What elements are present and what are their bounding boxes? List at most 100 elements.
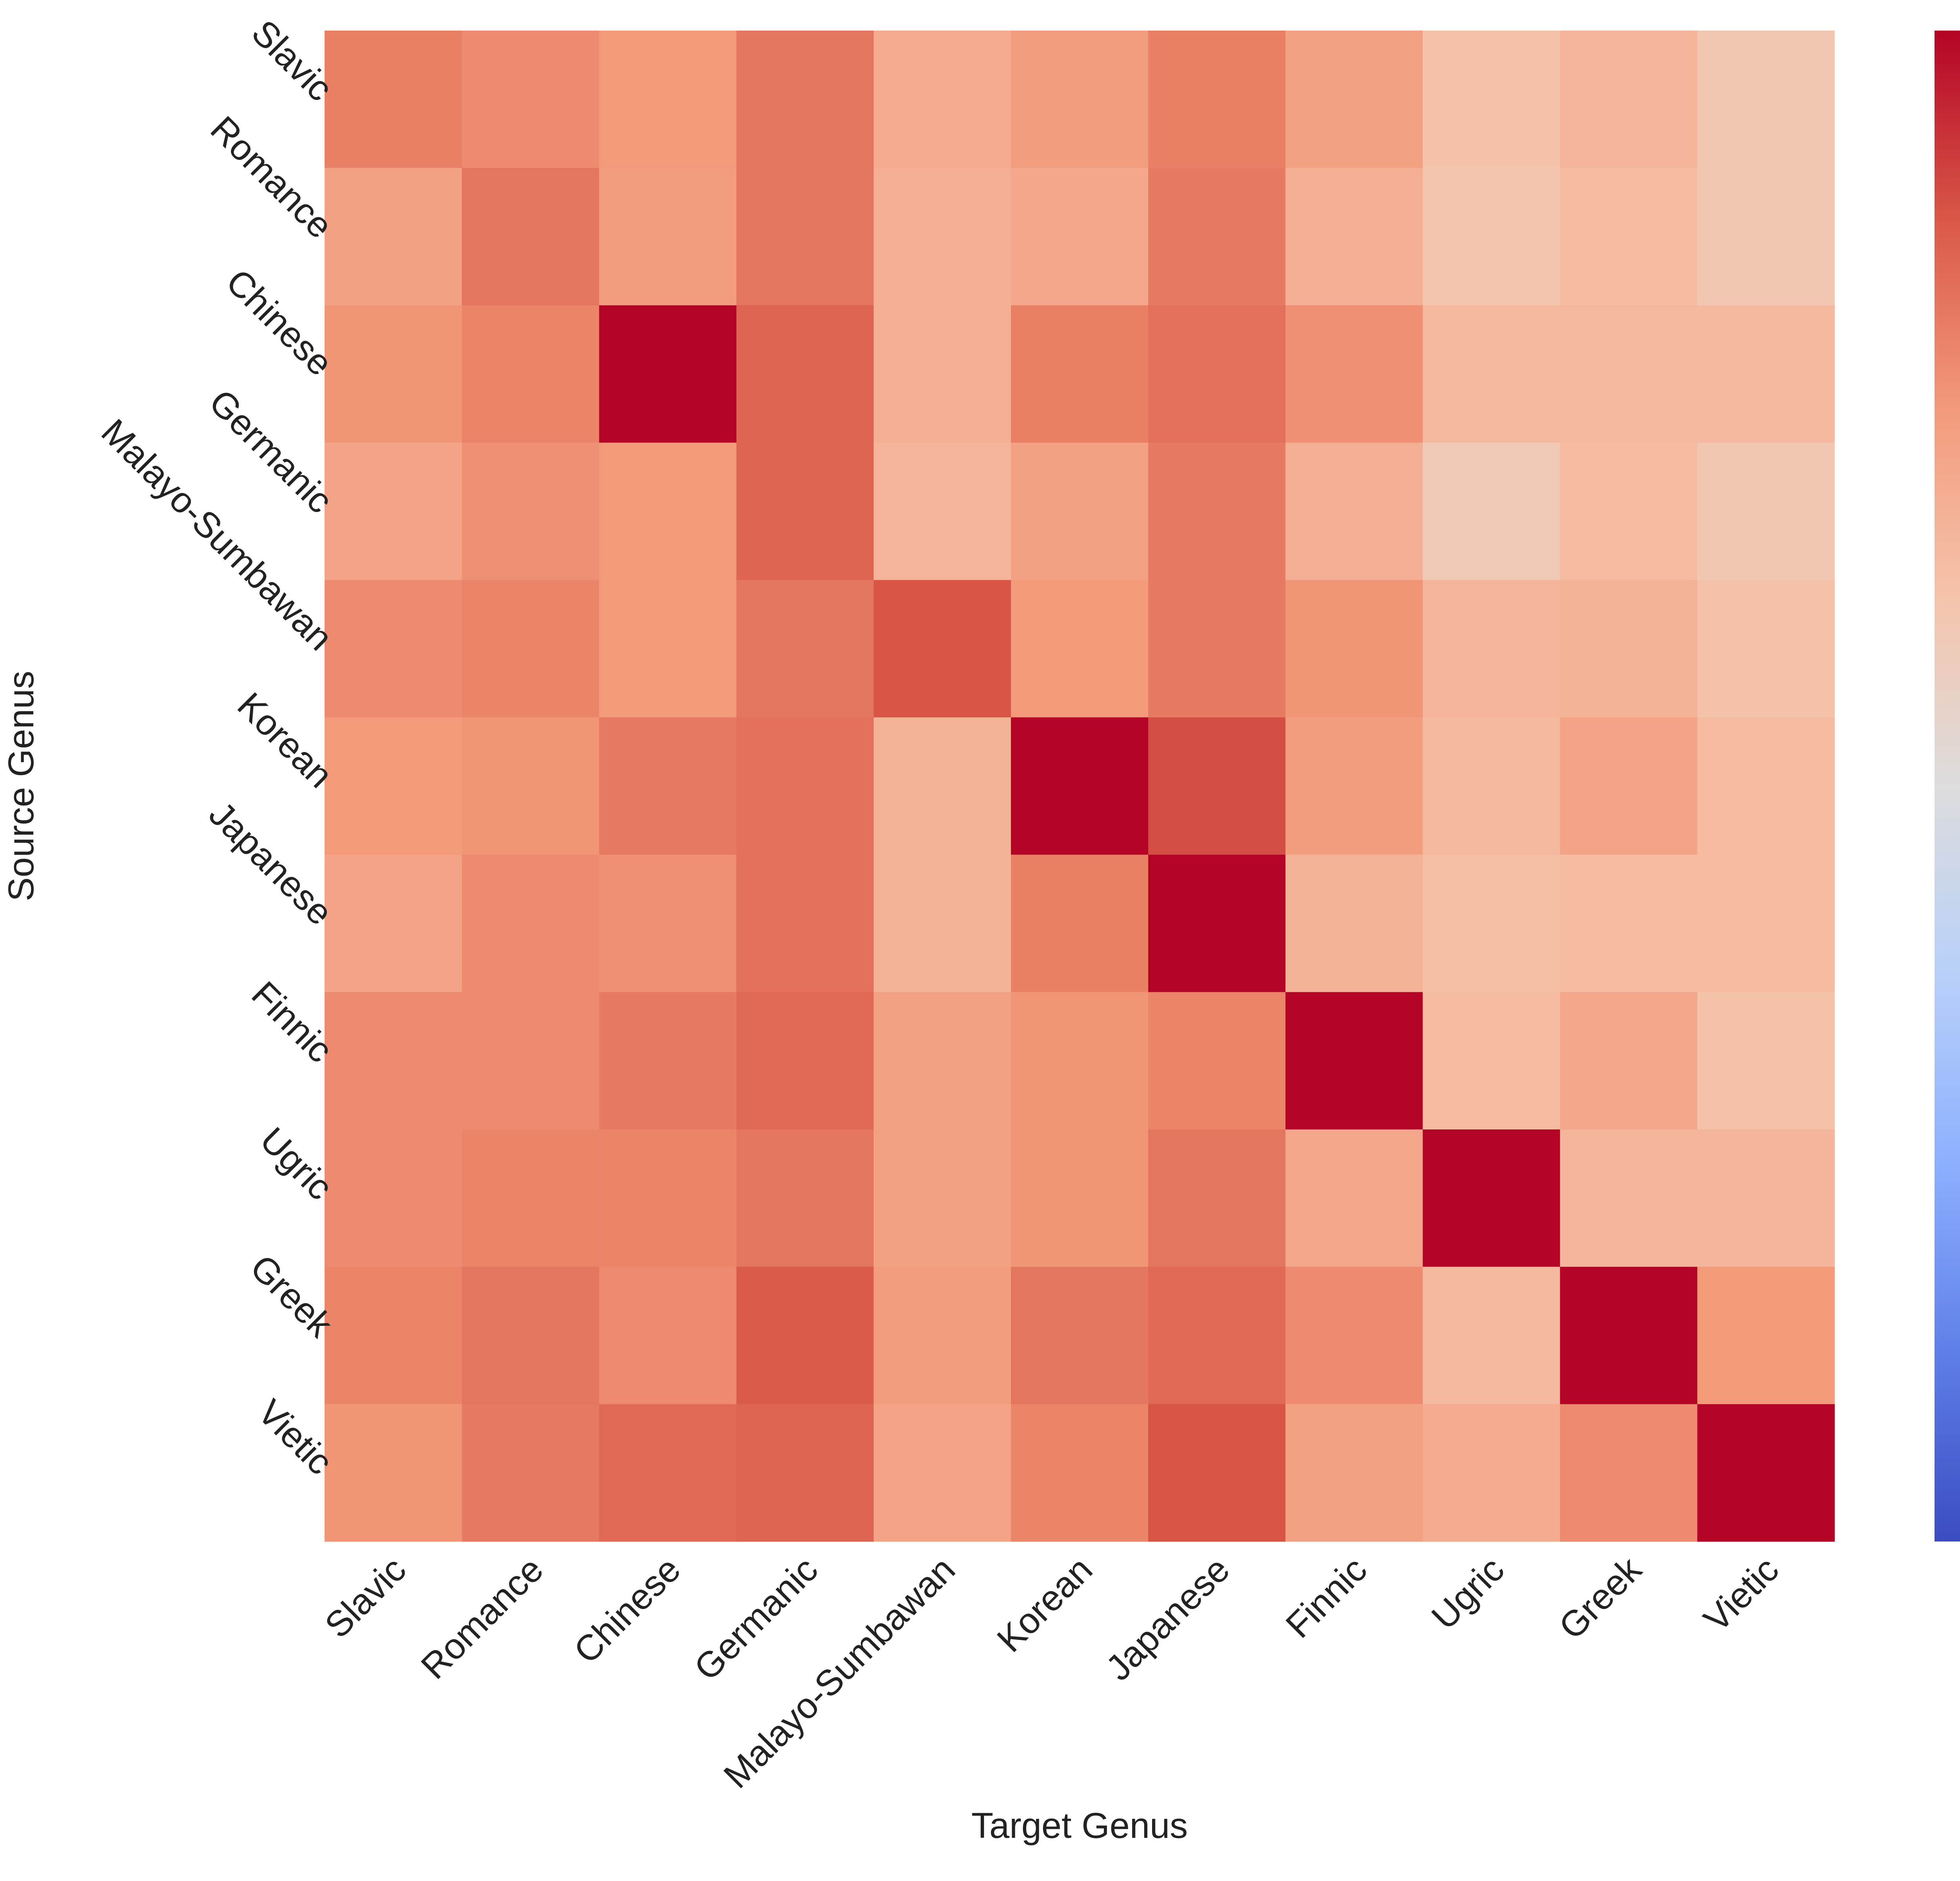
heatmap-cell-Greek-Korean	[1011, 1267, 1149, 1405]
heatmap-cell-Japanese-Vietic	[1697, 855, 1835, 993]
heatmap-cell-Vietic-Finnic	[1285, 1404, 1423, 1542]
x-tick-label: Vietic	[1696, 1549, 1786, 1640]
heatmap-cell-Vietic-Ugric	[1423, 1404, 1561, 1542]
heatmap-cell-Romance-Vietic	[1697, 168, 1835, 306]
heatmap-cell-Japanese-Japanese	[1148, 855, 1286, 993]
heatmap-cell-Germanic-Vietic	[1697, 443, 1835, 581]
heatmap-cell-Chinese-Finnic	[1285, 305, 1423, 443]
heatmap-cell-Korean-Slavic	[325, 717, 462, 855]
y-tick-labels: SlavicRomanceChineseGermanicMalayo-Sumba…	[94, 13, 341, 1482]
heatmap-cell-Germanic-Germanic	[736, 443, 874, 581]
y-tick-label: Malayo-Sumbawan	[94, 412, 340, 658]
x-axis-title: Target Genus	[971, 1806, 1188, 1846]
heatmap-cell-Greek-Greek	[1560, 1267, 1698, 1405]
heatmap-cell-Germanic-Japanese	[1148, 443, 1286, 581]
heatmap-cell-Korean-Romance	[462, 717, 599, 855]
heatmap-cell-Slavic-Ugric	[1423, 31, 1561, 168]
heatmap-cell-Finnic-Vietic	[1697, 992, 1835, 1130]
heatmap-cell-Korean-Germanic	[736, 717, 874, 855]
heatmap-cell-Greek-Chinese	[599, 1267, 737, 1405]
heatmap-cell-Finnic-Japanese	[1148, 992, 1286, 1130]
heatmap-cell-Slavic-Finnic	[1285, 31, 1423, 168]
heatmap-cell-Greek-Vietic	[1697, 1267, 1835, 1405]
heatmap-cell-Korean-Korean	[1011, 717, 1149, 855]
heatmap-cell-Finnic-Romance	[462, 992, 599, 1130]
heatmap-cell-Malayo-Sumbawan-Vietic	[1697, 580, 1835, 718]
heatmap-cell-Vietic-Romance	[462, 1404, 599, 1542]
heatmap-cell-Japanese-Chinese	[599, 855, 737, 993]
heatmap-cell-Chinese-Romance	[462, 305, 599, 443]
colorbar-scale	[1935, 31, 1960, 1541]
heatmap-cell-Japanese-Finnic	[1285, 855, 1423, 993]
heatmap-cell-Romance-Finnic	[1285, 168, 1423, 306]
heatmap-cell-Malayo-Sumbawan-Ugric	[1423, 580, 1561, 718]
heatmap-cell-Ugric-Ugric	[1423, 1129, 1561, 1267]
heatmap-cell-Slavic-Germanic	[736, 31, 874, 168]
heatmap-cell-Ugric-Japanese	[1148, 1129, 1286, 1267]
heatmap-cell-Malayo-Sumbawan-Slavic	[325, 580, 462, 718]
heatmap-cell-Greek-Japanese	[1148, 1267, 1286, 1405]
heatmap-cell-Germanic-Malayo-Sumbawan	[873, 443, 1011, 581]
y-axis-title: Source Genus	[1, 671, 41, 901]
heatmap-cell-Finnic-Slavic	[325, 992, 462, 1130]
heatmap-cell-Malayo-Sumbawan-Finnic	[1285, 580, 1423, 718]
heatmap-cell-Ugric-Germanic	[736, 1129, 874, 1267]
heatmap-cell-Germanic-Korean	[1011, 443, 1149, 581]
heatmap-cell-Finnic-Korean	[1011, 992, 1149, 1130]
heatmap-cell-Malayo-Sumbawan-Chinese	[599, 580, 737, 718]
heatmap-cell-Malayo-Sumbawan-Romance	[462, 580, 599, 718]
heatmap-cell-Vietic-Chinese	[599, 1404, 737, 1542]
heatmap-cell-Korean-Greek	[1560, 717, 1698, 855]
heatmap-cell-Malayo-Sumbawan-Greek	[1560, 580, 1698, 718]
heatmap-cell-Romance-Korean	[1011, 168, 1149, 306]
heatmap-cell-Korean-Chinese	[599, 717, 737, 855]
heatmap-cells	[325, 31, 1835, 1542]
heatmap-cell-Korean-Japanese	[1148, 717, 1286, 855]
heatmap-cell-Slavic-Korean	[1011, 31, 1149, 168]
colorbar: 0.00.20.40.60.81.0	[1935, 31, 1960, 1541]
x-tick-labels: Slavic Romance ChineseGermanicMalayo-Sumba…	[318, 1549, 1786, 1796]
heatmap-cell-Greek-Slavic	[325, 1267, 462, 1405]
y-tick-label: Korean	[230, 685, 340, 795]
heatmap-cell-Greek-Romance	[462, 1267, 599, 1405]
heatmap-cell-Finnic-Ugric	[1423, 992, 1561, 1130]
heatmap-cell-Greek-Germanic	[736, 1267, 874, 1405]
heatmap-cell-Ugric-Vietic	[1697, 1129, 1835, 1267]
heatmap-cell-Japanese-Romance	[462, 855, 599, 993]
x-tick-label: Romance	[414, 1549, 551, 1687]
heatmap-cell-Chinese-Malayo-Sumbawan	[873, 305, 1011, 443]
heatmap-cell-Korean-Ugric	[1423, 717, 1561, 855]
heatmap-cell-Korean-Vietic	[1697, 717, 1835, 855]
x-tick-label: Korean	[989, 1549, 1100, 1660]
heatmap-cell-Ugric-Finnic	[1285, 1129, 1423, 1267]
heatmap-cell-Romance-Germanic	[736, 168, 874, 306]
heatmap-cell-Finnic-Germanic	[736, 992, 874, 1130]
heatmap-cell-Slavic-Malayo-Sumbawan	[873, 31, 1011, 168]
heatmap-cell-Chinese-Chinese	[599, 305, 737, 443]
heatmap-cell-Japanese-Ugric	[1423, 855, 1561, 993]
x-tick-label: Greek	[1552, 1549, 1650, 1647]
heatmap-cell-Slavic-Chinese	[599, 31, 737, 168]
heatmap-cell-Vietic-Greek	[1560, 1404, 1698, 1542]
x-tick-label: Slavic	[318, 1549, 414, 1646]
x-tick-label: Malayo-Sumbawan	[716, 1549, 963, 1796]
heatmap-cell-Chinese-Ugric	[1423, 305, 1561, 443]
heatmap-cell-Greek-Finnic	[1285, 1267, 1423, 1405]
heatmap-cell-Germanic-Romance	[462, 443, 599, 581]
heatmap-cell-Slavic-Vietic	[1697, 31, 1835, 168]
x-tick-label: Germanic	[687, 1549, 826, 1688]
heatmap-cell-Romance-Malayo-Sumbawan	[873, 168, 1011, 306]
heatmap-cell-Vietic-Malayo-Sumbawan	[873, 1404, 1011, 1542]
y-tick-label: Germanic	[201, 382, 340, 521]
heatmap-cell-Romance-Chinese	[599, 168, 737, 306]
y-tick-label: Chinese	[218, 261, 340, 383]
heatmap-cell-Finnic-Malayo-Sumbawan	[873, 992, 1011, 1130]
heatmap-cell-Germanic-Greek	[1560, 443, 1698, 581]
heatmap-cell-Ugric-Greek	[1560, 1129, 1698, 1267]
heatmap-cell-Malayo-Sumbawan-Malayo-Sumbawan	[873, 580, 1011, 718]
heatmap-cell-Japanese-Korean	[1011, 855, 1149, 993]
x-tick-label: Ugric	[1424, 1549, 1512, 1637]
heatmap-cell-Germanic-Chinese	[599, 443, 737, 581]
heatmap-cell-Chinese-Korean	[1011, 305, 1149, 443]
